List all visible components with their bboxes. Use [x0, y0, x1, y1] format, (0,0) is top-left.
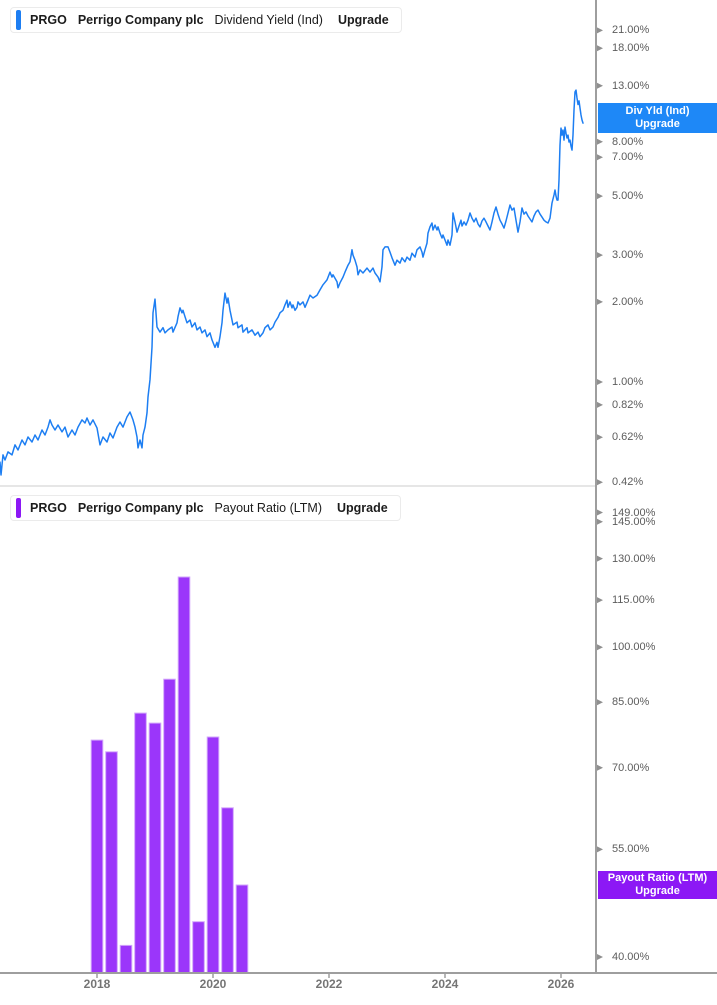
y-axis-tick-label: 21.00% [612, 24, 650, 37]
x-axis-year-label: 2026 [547, 977, 575, 991]
y-axis-tick-label: 85.00% [612, 696, 650, 709]
y-axis-tick [597, 479, 603, 486]
company-name: Perrigo Company plc [77, 13, 204, 27]
company-name: Perrigo Company plc [77, 501, 204, 515]
y-axis-tick [597, 193, 603, 200]
flag-upgrade-label[interactable]: Upgrade [635, 118, 680, 130]
legend-dividend-yield: PRGO Perrigo Company plc Dividend Yield … [10, 7, 402, 33]
y-axis-tick-label: 2.00% [612, 295, 644, 308]
y-axis-tick [597, 764, 603, 771]
x-axis-year-label: 2020 [199, 977, 227, 991]
y-axis-tick-label: 115.00% [612, 594, 655, 607]
payout-ratio-bar[interactable] [206, 736, 220, 974]
y-axis-tick-label: 0.82% [612, 398, 644, 411]
y-axis-tick [597, 82, 603, 89]
metric-name: Payout Ratio (LTM) [214, 501, 322, 515]
y-axis-tick [597, 401, 603, 408]
ticker-symbol: PRGO [30, 13, 67, 27]
y-axis-tick [597, 379, 603, 385]
y-axis-tick-label: 100.00% [612, 641, 656, 654]
upgrade-link[interactable]: Upgrade [337, 501, 388, 515]
y-axis-tick-label: 70.00% [612, 761, 650, 774]
x-axis-year-label: 2022 [315, 977, 343, 991]
y-axis-tick-label: 55.00% [612, 843, 650, 856]
last-value-flag-div-yield[interactable]: Div Yld (Ind) Upgrade [598, 103, 717, 133]
y-axis-tick [597, 954, 603, 960]
payout-ratio-bar[interactable] [192, 921, 205, 974]
upgrade-link[interactable]: Upgrade [337, 13, 389, 27]
y-axis-tick-label: 3.00% [612, 249, 644, 262]
y-axis-tick-label: 7.00% [612, 151, 644, 164]
legend-payout-ratio: PRGO Perrigo Company plc Payout Ratio (L… [10, 495, 401, 521]
flag-metric-label: Div Yld (Ind) [625, 105, 690, 117]
y-axis-tick [597, 252, 603, 259]
y-axis-tick-label: 130.00% [612, 552, 656, 565]
y-axis-tick [597, 555, 603, 562]
y-axis-tick [597, 27, 603, 34]
y-axis-tick-label: 145.00% [612, 515, 656, 528]
payout-ratio-bar[interactable] [105, 751, 118, 974]
metric-name: Dividend Yield (Ind) [214, 13, 323, 27]
dividend-yield-line[interactable] [0, 89, 584, 476]
y-axis-tick-label: 0.62% [612, 431, 644, 444]
y-axis-tick-label: 5.00% [612, 190, 644, 203]
y-axis-tick-label: 40.00% [612, 951, 650, 963]
x-axis-year-label: 2024 [431, 977, 459, 991]
payout-ratio-bar[interactable] [90, 739, 104, 974]
y-axis-tick [597, 518, 603, 525]
payout-ratio-bar[interactable] [221, 807, 234, 974]
y-axis-tick-label: 8.00% [612, 135, 644, 148]
series-swatch-blue [16, 10, 21, 30]
x-axis-year-label: 2018 [83, 977, 111, 991]
ticker-symbol: PRGO [30, 501, 67, 515]
payout-ratio-bar[interactable] [163, 678, 176, 974]
y-axis-tick-label: 18.00% [612, 42, 650, 55]
payout-ratio-bar[interactable] [134, 712, 147, 974]
y-axis-tick [597, 509, 603, 516]
flag-metric-label: Payout Ratio (LTM) [607, 872, 708, 884]
y-axis-tick [597, 154, 603, 161]
payout-ratio-bar[interactable] [235, 884, 249, 974]
y-axis-tick [597, 597, 603, 604]
flag-upgrade-label[interactable]: Upgrade [635, 885, 680, 897]
series-swatch-purple [16, 498, 21, 518]
y-axis-tick-label: 149.00% [612, 506, 656, 519]
y-axis-tick [597, 45, 603, 52]
y-axis-tick [597, 298, 603, 305]
y-axis-tick [597, 699, 603, 706]
y-axis-tick [597, 138, 603, 145]
payout-ratio-bar[interactable] [177, 576, 191, 974]
y-axis-tick [597, 644, 603, 651]
payout-ratio-bar[interactable] [148, 722, 162, 974]
y-axis-tick [597, 434, 603, 441]
y-axis-tick-label: 1.00% [612, 376, 644, 388]
payout-ratio-bar[interactable] [119, 944, 133, 974]
last-value-flag-payout-ratio[interactable]: Payout Ratio (LTM) Upgrade [598, 871, 717, 899]
y-axis-tick-label: 0.42% [612, 476, 644, 489]
y-axis-tick-label: 13.00% [612, 79, 650, 92]
y-axis-tick [597, 846, 603, 853]
